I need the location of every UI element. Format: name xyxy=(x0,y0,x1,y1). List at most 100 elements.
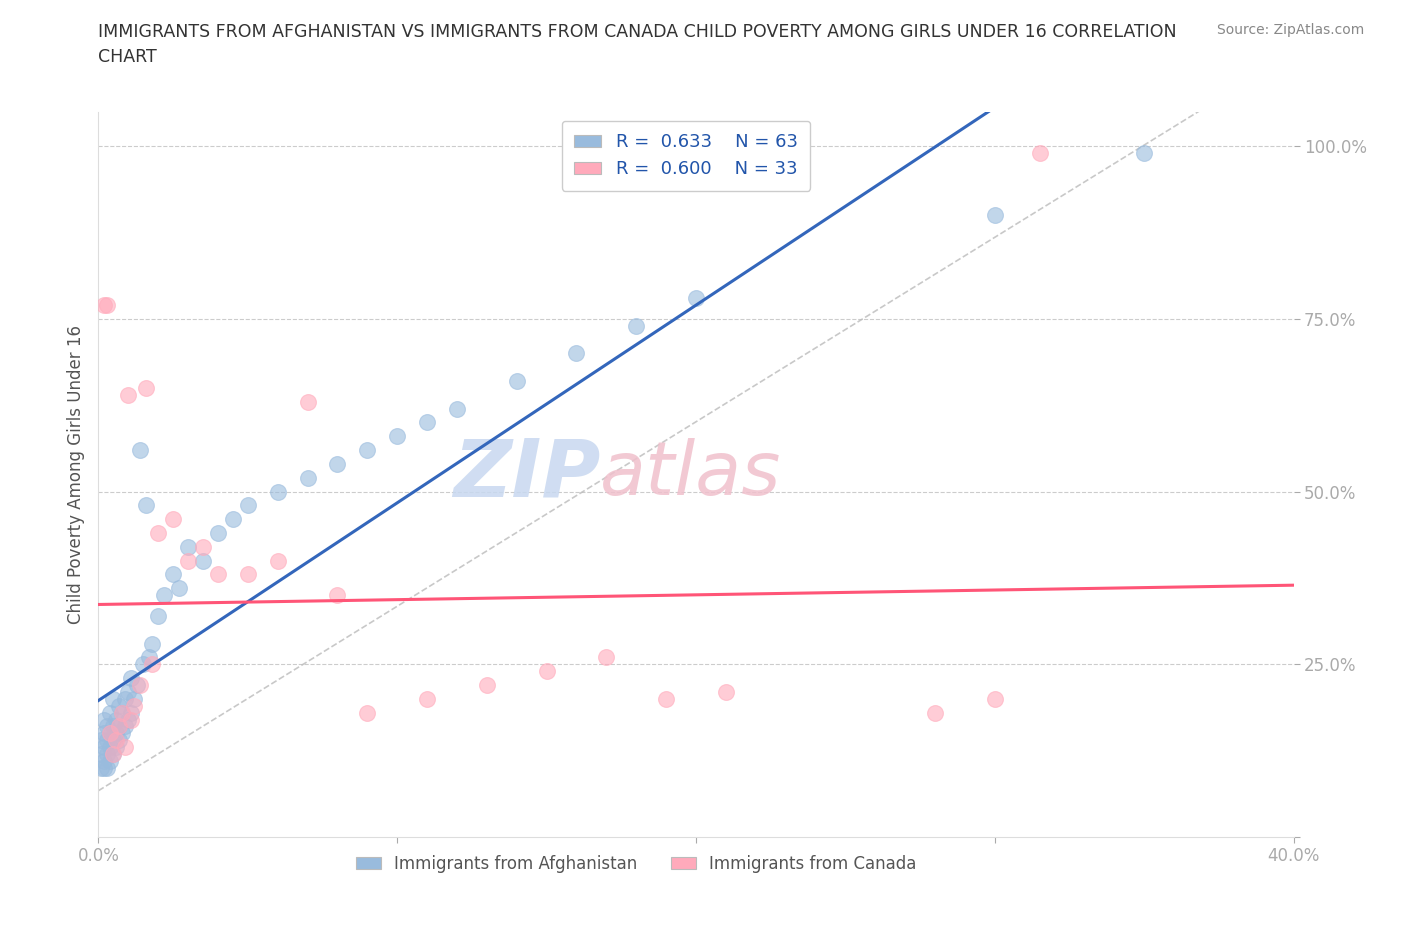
Point xyxy=(297,471,319,485)
Point xyxy=(177,553,200,568)
Point xyxy=(98,726,122,741)
Y-axis label: Child Poverty Among Girls Under 16: Child Poverty Among Girls Under 16 xyxy=(66,325,84,624)
Point xyxy=(714,684,737,699)
Point xyxy=(108,719,131,734)
Point xyxy=(127,678,149,693)
Point xyxy=(138,650,160,665)
Point xyxy=(153,588,176,603)
Point xyxy=(141,636,163,651)
Point xyxy=(114,739,136,754)
Point xyxy=(96,298,118,312)
Point xyxy=(98,753,122,768)
Point xyxy=(984,691,1007,706)
Point xyxy=(93,739,115,754)
Point xyxy=(595,650,617,665)
Point xyxy=(90,733,112,748)
Point xyxy=(108,698,131,713)
Point xyxy=(167,581,190,596)
Point xyxy=(506,374,529,389)
Point xyxy=(111,726,134,741)
Point xyxy=(356,705,378,720)
Point xyxy=(326,457,349,472)
Point xyxy=(96,719,118,734)
Point xyxy=(141,657,163,671)
Point xyxy=(105,739,128,754)
Point xyxy=(191,553,214,568)
Point xyxy=(236,567,259,582)
Point xyxy=(93,761,115,776)
Point xyxy=(120,705,142,720)
Point xyxy=(103,733,125,748)
Point xyxy=(93,753,115,768)
Point xyxy=(108,719,131,734)
Point xyxy=(297,394,319,409)
Point xyxy=(177,539,200,554)
Point xyxy=(326,588,349,603)
Point xyxy=(446,401,468,416)
Point xyxy=(108,733,131,748)
Point xyxy=(111,705,134,720)
Point xyxy=(90,747,112,762)
Point xyxy=(475,678,498,693)
Legend: Immigrants from Afghanistan, Immigrants from Canada: Immigrants from Afghanistan, Immigrants … xyxy=(349,848,924,880)
Point xyxy=(114,719,136,734)
Point xyxy=(626,318,648,333)
Point xyxy=(120,671,142,685)
Point xyxy=(207,567,229,582)
Point xyxy=(98,739,122,754)
Point xyxy=(93,298,115,312)
Point xyxy=(148,525,170,540)
Point xyxy=(93,726,115,741)
Point xyxy=(1028,146,1050,161)
Point xyxy=(267,553,290,568)
Text: ZIP: ZIP xyxy=(453,435,600,513)
Point xyxy=(96,747,118,762)
Point xyxy=(236,498,259,512)
Point xyxy=(103,719,125,734)
Point xyxy=(148,608,170,623)
Point xyxy=(90,761,112,776)
Point xyxy=(129,678,152,693)
Point xyxy=(98,726,122,741)
Point xyxy=(162,567,184,582)
Point xyxy=(96,761,118,776)
Point xyxy=(984,207,1007,222)
Point xyxy=(191,539,214,554)
Point xyxy=(416,691,439,706)
Point xyxy=(1133,146,1156,161)
Point xyxy=(385,429,409,444)
Point xyxy=(120,712,142,727)
Point xyxy=(96,733,118,748)
Point xyxy=(132,657,155,671)
Point xyxy=(103,747,125,762)
Point xyxy=(98,705,122,720)
Point xyxy=(114,691,136,706)
Point xyxy=(124,698,146,713)
Point xyxy=(103,747,125,762)
Point xyxy=(105,712,128,727)
Point xyxy=(111,705,134,720)
Point xyxy=(117,712,139,727)
Point xyxy=(536,664,558,679)
Text: atlas: atlas xyxy=(600,438,782,511)
Point xyxy=(117,684,139,699)
Point xyxy=(103,691,125,706)
Point xyxy=(207,525,229,540)
Point xyxy=(93,712,115,727)
Point xyxy=(685,291,707,306)
Point xyxy=(924,705,946,720)
Text: IMMIGRANTS FROM AFGHANISTAN VS IMMIGRANTS FROM CANADA CHILD POVERTY AMONG GIRLS : IMMIGRANTS FROM AFGHANISTAN VS IMMIGRANT… xyxy=(98,23,1177,66)
Point xyxy=(416,415,439,430)
Point xyxy=(105,726,128,741)
Point xyxy=(162,512,184,526)
Point xyxy=(117,388,139,403)
Point xyxy=(129,443,152,458)
Point xyxy=(267,485,290,499)
Point xyxy=(356,443,378,458)
Point xyxy=(222,512,245,526)
Point xyxy=(105,733,128,748)
Point xyxy=(655,691,678,706)
Point xyxy=(135,380,157,395)
Point xyxy=(135,498,157,512)
Text: Source: ZipAtlas.com: Source: ZipAtlas.com xyxy=(1216,23,1364,37)
